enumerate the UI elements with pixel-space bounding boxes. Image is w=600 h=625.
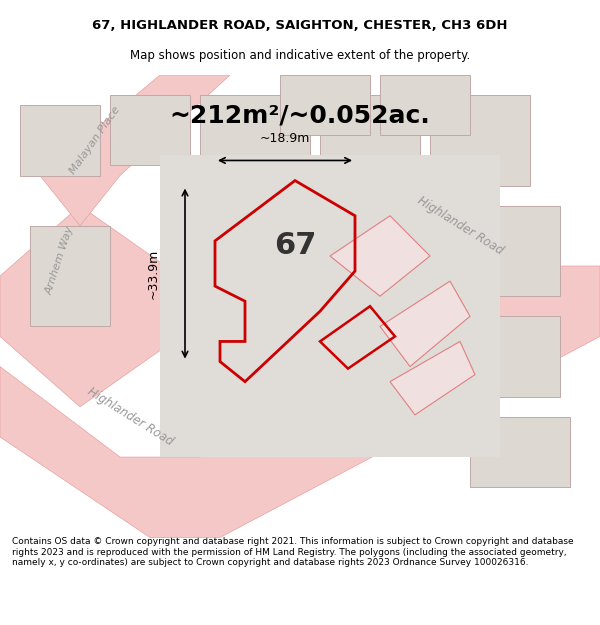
Polygon shape — [30, 226, 110, 326]
Polygon shape — [160, 156, 500, 457]
Text: ~18.9m: ~18.9m — [260, 132, 310, 146]
Polygon shape — [390, 341, 475, 415]
Polygon shape — [280, 75, 370, 136]
Polygon shape — [330, 216, 430, 296]
Polygon shape — [470, 417, 570, 488]
Text: Highlander Road: Highlander Road — [415, 194, 505, 258]
Text: 67: 67 — [274, 231, 316, 261]
Polygon shape — [200, 95, 310, 186]
Polygon shape — [430, 95, 530, 186]
Text: 67, HIGHLANDER ROAD, SAIGHTON, CHESTER, CH3 6DH: 67, HIGHLANDER ROAD, SAIGHTON, CHESTER, … — [92, 19, 508, 32]
Polygon shape — [320, 95, 420, 176]
Text: Highlander Road: Highlander Road — [85, 385, 175, 449]
Text: Malayan Place: Malayan Place — [68, 104, 122, 176]
Text: Arnhem Way: Arnhem Way — [44, 226, 76, 296]
Text: ~212m²/~0.052ac.: ~212m²/~0.052ac. — [170, 103, 430, 127]
Polygon shape — [20, 105, 100, 176]
Polygon shape — [380, 281, 470, 367]
Polygon shape — [460, 316, 560, 397]
Polygon shape — [110, 95, 190, 166]
Text: ~33.9m: ~33.9m — [147, 249, 160, 299]
Polygon shape — [460, 206, 560, 296]
Polygon shape — [380, 75, 470, 136]
Text: Map shows position and indicative extent of the property.: Map shows position and indicative extent… — [130, 49, 470, 62]
Polygon shape — [0, 266, 600, 538]
Polygon shape — [0, 206, 180, 407]
Polygon shape — [40, 75, 230, 226]
Text: Contains OS data © Crown copyright and database right 2021. This information is : Contains OS data © Crown copyright and d… — [12, 538, 574, 568]
